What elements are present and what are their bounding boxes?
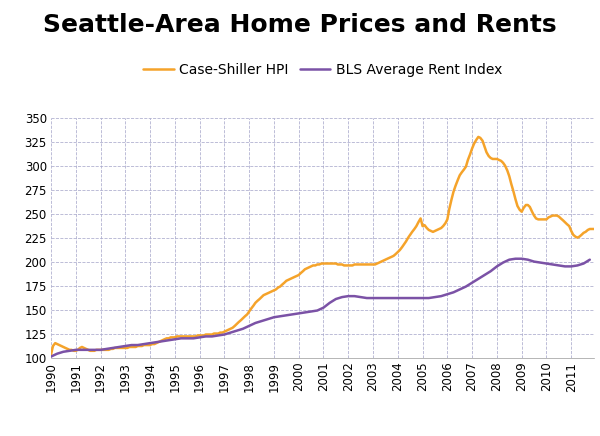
Text: Seattle-Area Home Prices and Rents: Seattle-Area Home Prices and Rents [43, 13, 557, 37]
BLS Average Rent Index [196, 335, 203, 340]
Legend: Case-Shiller HPI, BLS Average Rent Index: Case-Shiller HPI, BLS Average Rent Index [137, 58, 508, 83]
BLS Average Rent Index [555, 263, 562, 268]
Case-Shiller HPI [590, 226, 598, 232]
BLS Average Rent Index [47, 354, 55, 359]
Case-Shiller HPI [62, 345, 69, 351]
Case-Shiller HPI [225, 327, 232, 332]
BLS Average Rent Index [202, 334, 209, 339]
BLS Average Rent Index [314, 308, 321, 313]
Case-Shiller HPI [47, 352, 55, 357]
Case-Shiller HPI [281, 280, 288, 285]
Line: BLS Average Rent Index: BLS Average Rent Index [51, 259, 590, 357]
Line: Case-Shiller HPI: Case-Shiller HPI [51, 137, 594, 354]
Case-Shiller HPI [357, 262, 364, 267]
Case-Shiller HPI [252, 300, 259, 306]
Case-Shiller HPI [388, 254, 395, 259]
Case-Shiller HPI [475, 134, 482, 140]
BLS Average Rent Index [512, 256, 519, 261]
BLS Average Rent Index [363, 296, 370, 301]
BLS Average Rent Index [60, 349, 67, 354]
BLS Average Rent Index [586, 257, 593, 262]
